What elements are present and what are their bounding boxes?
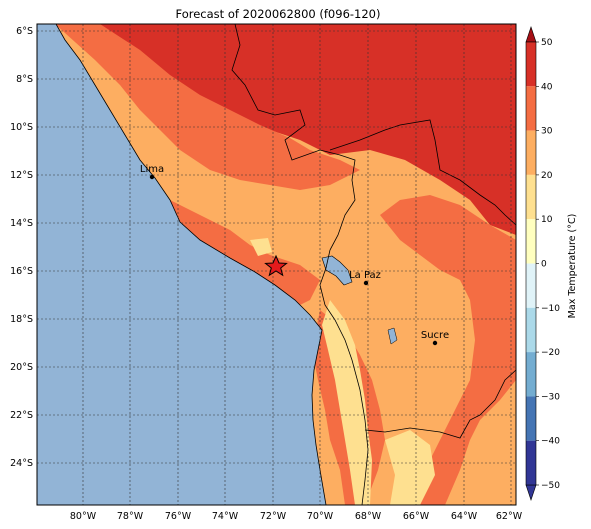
temp-band-20-30-west: [165, 200, 320, 310]
city-label-lima: Lima: [140, 164, 164, 175]
temp-band-30-40: [60, 24, 516, 235]
temp-band-20-30-north: [55, 24, 360, 190]
colorbar-band: [526, 396, 536, 441]
temp-band-10-20-patch: [322, 300, 372, 505]
city-dot-lima: [149, 174, 155, 180]
lat-label: 20°S: [10, 362, 33, 373]
lon-label: 62°W: [496, 511, 523, 522]
lat-label: 14°S: [10, 218, 33, 229]
border-peru-brazil: [231, 24, 356, 251]
colorbar-tick-label: −40: [541, 437, 560, 447]
border-bolivia-paraguay: [479, 369, 516, 416]
colorbar-band: [526, 352, 536, 397]
colorbar-tick-label: −10: [541, 304, 560, 314]
colorbar-band: [526, 219, 536, 264]
colorbar-tick-label: −30: [541, 392, 560, 402]
colorbar-band: [526, 86, 536, 131]
lat-label: 6°S: [16, 26, 33, 37]
border-bolivia-brazil: [329, 119, 516, 226]
lat-labels: 6°S 8°S 10°S 12°S 14°S 16°S 18°S 20°S 22…: [10, 26, 33, 469]
map-panel: Lima La Paz Sucre: [37, 24, 516, 505]
lon-label: 72°W: [260, 511, 287, 522]
city-label-la-paz: La Paz: [349, 270, 381, 281]
lat-label: 22°S: [10, 410, 33, 421]
lat-label: 18°S: [10, 314, 33, 325]
colorbar-bottom-triangle: [525, 484, 537, 501]
border-bolivia-argentina: [364, 414, 481, 439]
lat-label: 12°S: [10, 170, 33, 181]
temp-band-20-30-east: [380, 195, 516, 505]
gridlines: [37, 24, 516, 505]
colorbar-band: [526, 130, 536, 175]
star-marker-icon: [264, 254, 288, 277]
temp-band-10-20-patch-2: [385, 430, 435, 505]
lon-label: 70°W: [307, 511, 334, 522]
colorbar-band: [526, 174, 536, 220]
colorbar-tick-label: 30: [541, 127, 553, 137]
lon-label: 76°W: [165, 511, 192, 522]
border-peru-bolivia-chile: [319, 249, 369, 505]
lon-label: 68°W: [355, 511, 382, 522]
colorbar-tick-label: 50: [541, 38, 553, 48]
lake-poopo: [387, 327, 398, 345]
city-dot-sucre: [432, 340, 438, 346]
colorbar-band: [526, 263, 536, 308]
colorbar-tick-label: −50: [541, 481, 560, 491]
colorbar-band: [526, 307, 536, 353]
colorbar-tick-label: −20: [541, 348, 560, 358]
lon-label: 74°W: [212, 511, 239, 522]
map-title: Forecast of 2020062800 (f096-120): [176, 7, 381, 21]
colorbar-tick-label: 20: [541, 171, 553, 181]
lat-label: 24°S: [10, 458, 33, 469]
colorbar-tick-label: 0: [541, 260, 547, 270]
lon-label: 78°W: [117, 511, 144, 522]
lat-label: 16°S: [10, 266, 33, 277]
lat-label: 10°S: [10, 122, 33, 133]
lon-label: 64°W: [451, 511, 478, 522]
map-frame: [36, 23, 517, 506]
lat-label: 8°S: [16, 74, 33, 85]
lon-label: 66°W: [403, 511, 430, 522]
colorbar-tick-label: 10: [541, 215, 553, 225]
city-label-sucre: Sucre: [421, 330, 449, 341]
coastline: [55, 24, 327, 505]
colorbar-band: [526, 440, 536, 485]
colorbar-top-triangle: [525, 26, 537, 43]
lon-labels: 80°W 78°W 76°W 74°W 72°W 70°W 68°W 66°W …: [70, 511, 523, 522]
colorbar-label: Max Temperature (°C): [567, 214, 578, 319]
city-dot-la-paz: [363, 280, 369, 286]
ocean: [37, 24, 326, 505]
colorbar-band: [526, 42, 536, 87]
colorbar: 50 40 30 20 10 0 −10 −20 −30 −40 −50 Max Temperatu…: [525, 26, 578, 501]
temp-band-10-20-patch-3: [250, 238, 272, 256]
lake-titicaca: [321, 255, 353, 286]
colorbar-tick-label: 40: [541, 82, 553, 92]
lon-label: 80°W: [70, 511, 97, 522]
